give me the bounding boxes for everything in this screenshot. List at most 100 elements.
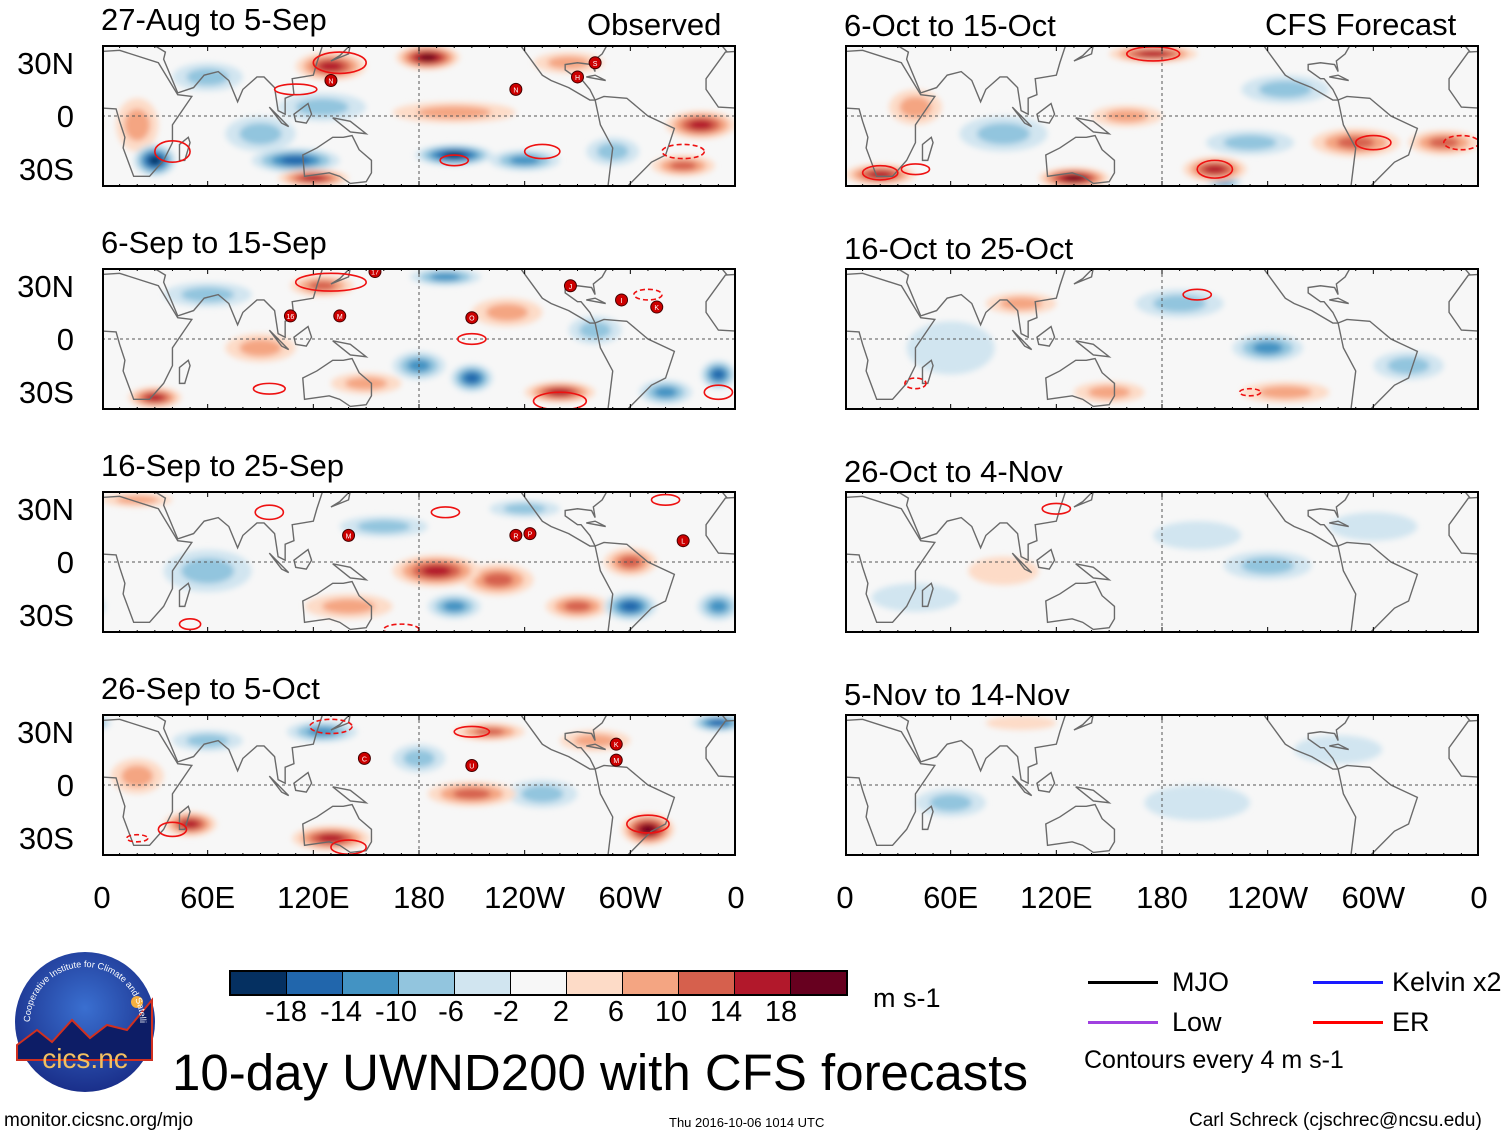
er-contour xyxy=(439,154,470,167)
storm-letter: S xyxy=(593,61,598,68)
storm-marker[interactable]: S xyxy=(588,56,602,70)
colorbar-swatch xyxy=(735,972,791,994)
er-contour xyxy=(633,288,663,301)
storm-marker[interactable]: K xyxy=(650,300,664,314)
observed-label: Observed xyxy=(587,7,722,42)
coastline xyxy=(332,117,369,135)
anomaly-shading xyxy=(579,321,611,339)
coastline xyxy=(1329,74,1349,82)
coastline xyxy=(888,709,1068,785)
panel-title: 6-Oct to 15-Oct xyxy=(844,8,1056,43)
storm-letter: 16 xyxy=(287,314,295,321)
map-panel xyxy=(272,263,1510,415)
coastline xyxy=(1075,786,1112,804)
lat-label: 30N xyxy=(17,492,74,527)
coastline xyxy=(586,297,606,305)
coastline xyxy=(1011,775,1033,797)
coastline xyxy=(71,272,194,401)
storm-marker[interactable]: N xyxy=(509,82,523,96)
map-panel: M R P L xyxy=(0,486,1374,638)
coastline xyxy=(814,495,937,624)
footer-url[interactable]: monitor.cicsnc.org/mjo xyxy=(4,1110,194,1131)
anomaly-shading xyxy=(1138,50,1168,57)
colorbar-swatch xyxy=(623,972,679,994)
colorbar xyxy=(229,970,848,996)
colorbar-label: 10 xyxy=(654,996,688,1028)
coastline xyxy=(145,709,325,785)
panel-frame xyxy=(102,45,736,187)
coastline xyxy=(586,74,606,82)
coastline xyxy=(888,486,1068,562)
anomaly-shading xyxy=(295,98,349,116)
anomaly-shading xyxy=(669,161,697,171)
storm-marker[interactable]: N xyxy=(324,74,338,87)
storm-marker[interactable]: K xyxy=(609,737,623,751)
storm-marker[interactable]: H xyxy=(571,70,584,84)
storm-letter: K xyxy=(654,305,659,312)
coastline xyxy=(1329,743,1349,751)
coastline xyxy=(1337,764,1419,861)
anomaly-shading xyxy=(318,834,344,843)
panel-title: 26-Oct to 4-Nov xyxy=(844,454,1063,489)
coastline xyxy=(1036,102,1056,124)
storm-marker[interactable]: R xyxy=(509,528,523,542)
anomaly-shading xyxy=(985,715,1057,730)
storm-marker[interactable]: U xyxy=(465,758,479,772)
coastline xyxy=(1075,340,1112,358)
lon-label: 180 xyxy=(1136,880,1188,915)
storm-letter: J xyxy=(569,284,573,291)
coastline xyxy=(594,318,676,415)
legend-low-line xyxy=(1088,1021,1158,1024)
er-contour xyxy=(453,725,491,738)
storm-marker[interactable]: 16 xyxy=(283,309,297,323)
anomaly-shading xyxy=(485,303,529,321)
anomaly-shading xyxy=(301,175,326,182)
coastline xyxy=(586,743,606,751)
coastline xyxy=(1036,771,1056,793)
coastline xyxy=(586,520,606,528)
storm-marker[interactable]: M xyxy=(342,528,356,542)
coastline xyxy=(302,580,373,631)
cfs-forecast-label: CFS Forecast xyxy=(1265,7,1457,42)
anomaly-shading xyxy=(419,54,437,61)
storm-marker[interactable]: M xyxy=(333,309,347,323)
coastline xyxy=(1011,552,1033,574)
er-contour xyxy=(430,506,461,519)
coastline xyxy=(1036,548,1056,570)
anomaly-shading xyxy=(509,155,540,165)
panel-frame xyxy=(845,45,1479,187)
lon-label: 60E xyxy=(923,880,979,915)
panel-title: 26-Sep to 5-Oct xyxy=(101,671,320,706)
storm-marker[interactable]: O xyxy=(465,311,479,325)
anomaly-shading xyxy=(563,601,592,612)
coastline xyxy=(888,40,1068,116)
storm-marker[interactable]: L xyxy=(676,534,690,548)
coastline xyxy=(293,102,313,124)
storm-marker[interactable]: C xyxy=(357,751,371,765)
anomaly-shading xyxy=(281,156,311,165)
lon-label: 60W xyxy=(1341,880,1406,915)
storm-marker[interactable]: P xyxy=(523,527,537,541)
anomaly-shading xyxy=(999,297,1043,310)
coastline xyxy=(1337,541,1419,638)
storm-marker[interactable]: I xyxy=(615,293,629,307)
panel-title: 5-Nov to 14-Nov xyxy=(844,677,1070,712)
lon-label: 120E xyxy=(1020,880,1093,915)
colorbar-swatch xyxy=(791,972,846,994)
coastline xyxy=(268,329,290,351)
lat-label: 30S xyxy=(18,375,74,410)
storm-marker[interactable]: J xyxy=(563,279,577,293)
anomaly-shading xyxy=(186,734,229,748)
anomaly-shading xyxy=(239,123,282,145)
colorbar-swatch xyxy=(679,972,735,994)
map-panel xyxy=(281,709,1510,861)
colorbar-swatch xyxy=(343,972,399,994)
colorbar-label: 14 xyxy=(709,996,743,1028)
map-panel: 17 16 M O J I K xyxy=(0,263,1370,415)
coastline xyxy=(145,486,325,562)
storm-marker[interactable]: M xyxy=(609,753,623,767)
anomaly-shading xyxy=(319,61,343,72)
er-contour xyxy=(861,164,899,181)
storm-letter: N xyxy=(328,79,333,86)
lon-label: 0 xyxy=(1470,880,1488,915)
